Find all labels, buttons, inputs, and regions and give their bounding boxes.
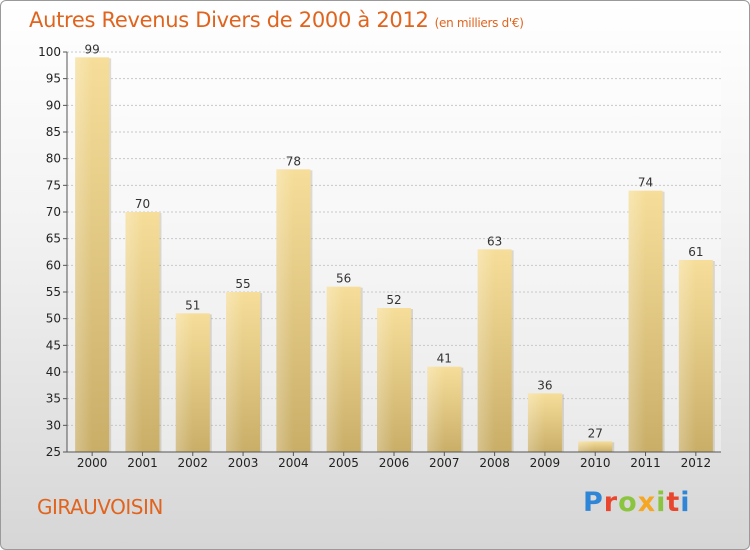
logo-letter: i — [656, 487, 667, 518]
bar-highlight — [477, 249, 495, 452]
commune-name: GIRAUVOISIN — [37, 495, 163, 519]
x-tick-label: 2012 — [681, 456, 712, 470]
bar-highlight — [125, 212, 143, 452]
data-label: 74 — [638, 176, 653, 190]
bar-highlight — [427, 366, 445, 452]
y-tick-label: 80 — [46, 152, 61, 166]
bars: 99 70 51 55 78 56 52 41 63 36 27 74 61 — [75, 42, 715, 453]
data-label: 99 — [85, 42, 100, 56]
data-label: 51 — [185, 298, 200, 312]
y-tick-label: 60 — [46, 258, 61, 272]
logo-letter: i — [680, 487, 691, 518]
data-label: 56 — [336, 272, 351, 286]
logo-letter: P — [583, 487, 604, 518]
data-label: 41 — [437, 352, 452, 366]
chart-title-text: Autres Revenus Divers de 2000 à 2012 — [29, 8, 429, 32]
data-label: 61 — [688, 245, 703, 259]
logo-letter: x — [637, 487, 657, 518]
logo-letter: o — [618, 487, 638, 518]
y-axis: 25 30 35 40 45 50 55 60 65 70 75 80 85 90 95 100 — [38, 45, 68, 459]
x-tick-label: 2002 — [177, 456, 208, 470]
chart-subtitle: (en milliers d'€) — [434, 16, 524, 30]
y-tick-label: 55 — [46, 285, 61, 299]
bar-highlight — [175, 313, 193, 452]
y-tick-label: 45 — [46, 338, 61, 352]
data-label: 78 — [286, 154, 301, 168]
bar-highlight — [326, 286, 344, 452]
y-tick-label: 50 — [46, 312, 61, 326]
y-tick-label: 35 — [46, 392, 61, 406]
data-label: 70 — [135, 197, 150, 211]
bar-highlight — [226, 292, 244, 452]
x-tick-label: 2003 — [228, 456, 259, 470]
y-tick-label: 30 — [46, 418, 61, 432]
bar-highlight — [75, 57, 93, 452]
y-tick-label: 25 — [46, 445, 61, 459]
bar-highlight — [678, 260, 696, 452]
y-tick-label: 75 — [46, 178, 61, 192]
data-label: 52 — [386, 293, 401, 307]
x-tick-label: 2010 — [580, 456, 611, 470]
x-tick-label: 2005 — [328, 456, 359, 470]
y-tick-label: 70 — [46, 205, 61, 219]
bar-highlight — [578, 441, 596, 452]
logo-letter: r — [603, 487, 619, 518]
y-tick-label: 90 — [46, 98, 61, 112]
x-tick-label: 2000 — [77, 456, 108, 470]
y-tick-label: 95 — [46, 72, 61, 86]
x-tick-label: 2011 — [630, 456, 661, 470]
y-tick-label: 40 — [46, 365, 61, 379]
x-tick-label: 2006 — [379, 456, 410, 470]
x-tick-label: 2001 — [127, 456, 158, 470]
bar-highlight — [527, 393, 545, 452]
x-tick-label: 2008 — [479, 456, 510, 470]
proxiti-logo[interactable]: Proxiti — [583, 487, 691, 518]
y-tick-label: 85 — [46, 125, 61, 139]
x-tick-label: 2009 — [530, 456, 561, 470]
logo-letter: t — [666, 487, 681, 518]
data-label: 63 — [487, 234, 502, 248]
x-tick-label: 2004 — [278, 456, 309, 470]
data-label: 27 — [588, 426, 603, 440]
x-axis: 2000 2001 2002 2003 2004 2005 2006 2007 2008 2009… — [67, 451, 721, 470]
chart-title: Autres Revenus Divers de 2000 à 2012 (en … — [29, 8, 524, 32]
x-tick-label: 2007 — [429, 456, 460, 470]
y-tick-label: 100 — [38, 45, 61, 59]
bar-highlight — [276, 169, 294, 453]
y-tick-label: 65 — [46, 232, 61, 246]
bar-highlight — [377, 308, 394, 452]
data-label: 36 — [537, 378, 552, 392]
data-label: 55 — [235, 277, 250, 291]
bar-highlight — [628, 190, 646, 452]
